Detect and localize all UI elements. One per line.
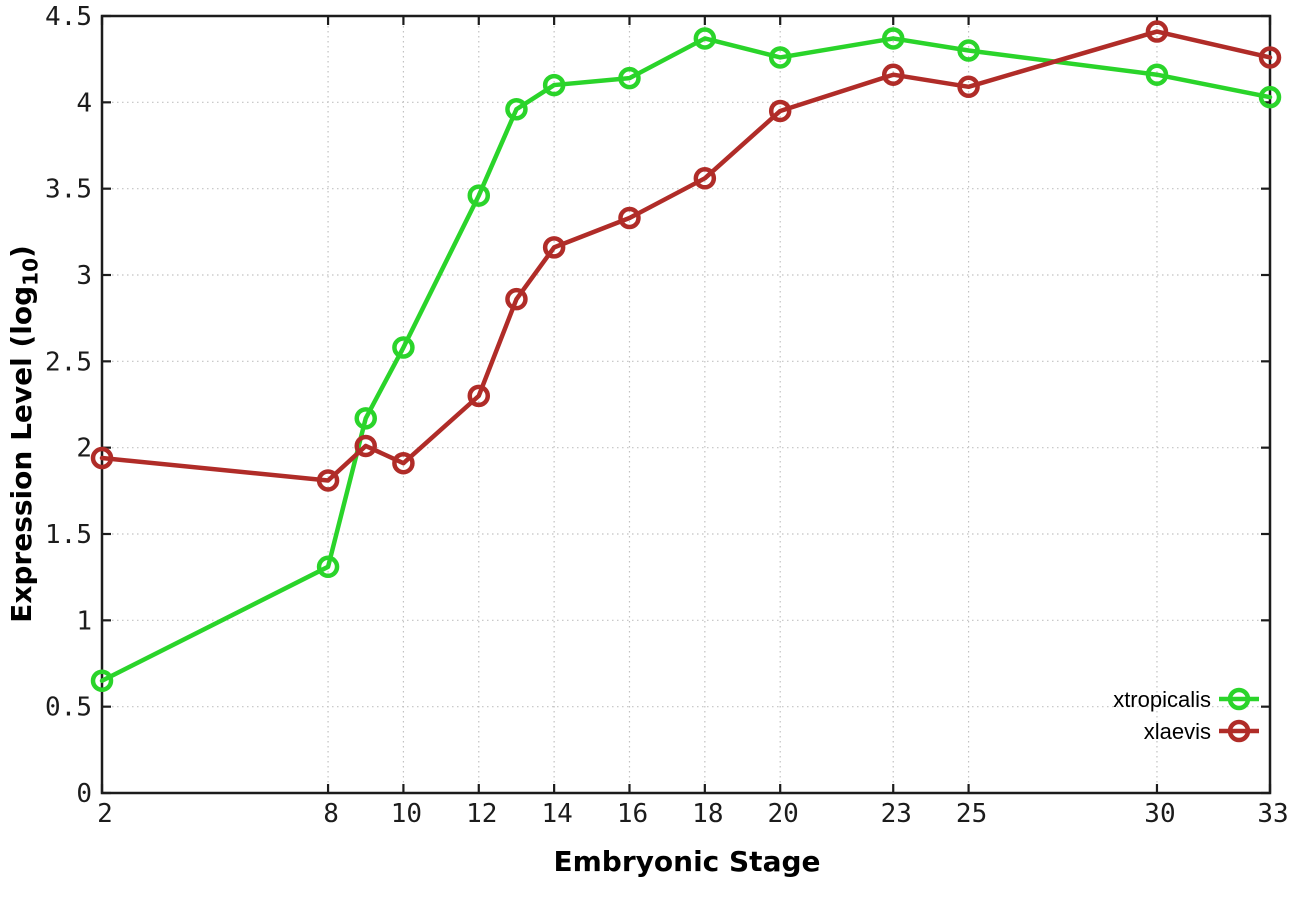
x-tick-label: 18 — [692, 799, 723, 829]
x-tick-label: 8 — [323, 799, 339, 829]
legend-label-xtropicalis: xtropicalis — [1113, 687, 1211, 712]
data-point-xtropicalis — [1258, 85, 1282, 109]
legend-label-xlaevis: xlaevis — [1144, 719, 1211, 744]
data-point-xlaevis — [354, 434, 377, 458]
data-point-xtropicalis — [542, 73, 566, 97]
data-point-xlaevis — [768, 99, 792, 123]
x-tick-label: 33 — [1257, 799, 1288, 829]
y-tick-label: 2.5 — [45, 347, 92, 377]
legend-marker-xtropicalis — [1227, 687, 1251, 711]
data-point-xlaevis — [881, 63, 905, 86]
y-axis-title-close: ) — [5, 245, 38, 258]
x-tick-label: 2 — [97, 799, 113, 829]
data-point-xtropicalis — [1145, 63, 1169, 86]
y-tick-label: 1.5 — [45, 520, 92, 550]
data-point-xtropicalis — [505, 97, 528, 121]
x-tick-label: 14 — [541, 799, 572, 829]
y-axis-title-subscript: 10 — [18, 257, 43, 286]
data-point-xtropicalis — [881, 27, 905, 50]
series-line-xtropicalis — [99, 36, 1273, 684]
data-point-xlaevis — [1258, 46, 1282, 69]
plot-border — [100, 14, 1272, 795]
legend-marker-xlaevis — [1227, 719, 1251, 743]
x-tick-label: 30 — [1144, 799, 1175, 829]
data-point-xlaevis — [693, 167, 717, 190]
data-point-xlaevis — [505, 287, 528, 311]
x-tick-label: 23 — [881, 799, 912, 829]
data-point-xtropicalis — [392, 336, 415, 359]
y-tick-label: 4.5 — [45, 2, 92, 32]
data-point-xtropicalis — [90, 669, 114, 693]
data-point-xlaevis — [542, 236, 566, 259]
series-line-xlaevis — [99, 29, 1273, 483]
data-point-xtropicalis — [618, 66, 641, 90]
x-tick-label: 20 — [768, 799, 799, 829]
data-point-xlaevis — [957, 75, 980, 99]
data-point-xtropicalis — [957, 39, 980, 62]
x-axis-title: Embryonic Stage — [553, 845, 821, 878]
x-tick-label: 16 — [617, 799, 648, 829]
data-point-xtropicalis — [467, 184, 491, 207]
y-tick-label: 1 — [76, 606, 92, 636]
data-point-xlaevis — [467, 384, 491, 408]
y-tick-label: 4 — [76, 88, 92, 118]
data-point-xtropicalis — [316, 555, 340, 579]
y-tick-label: 0 — [76, 779, 92, 809]
x-tick-label: 10 — [391, 799, 422, 829]
data-point-xlaevis — [1145, 20, 1169, 43]
data-point-xlaevis — [392, 451, 415, 475]
y-axis-title: Expression Level (log10) — [2, 134, 43, 734]
data-point-xtropicalis — [693, 27, 717, 50]
data-point-xtropicalis — [768, 46, 792, 69]
data-point-xlaevis — [316, 469, 340, 492]
data-point-xlaevis — [90, 446, 114, 470]
y-tick-label: 0.5 — [45, 693, 92, 723]
y-tick-label: 3 — [76, 261, 92, 291]
x-tick-label: 25 — [956, 799, 987, 829]
y-tick-label: 3.5 — [45, 175, 92, 205]
x-tick-label: 12 — [466, 799, 497, 829]
data-point-xlaevis — [618, 206, 641, 230]
y-tick-label: 2 — [76, 434, 92, 464]
data-point-xtropicalis — [354, 407, 377, 430]
y-axis-title-text: Expression Level (log — [5, 285, 38, 623]
